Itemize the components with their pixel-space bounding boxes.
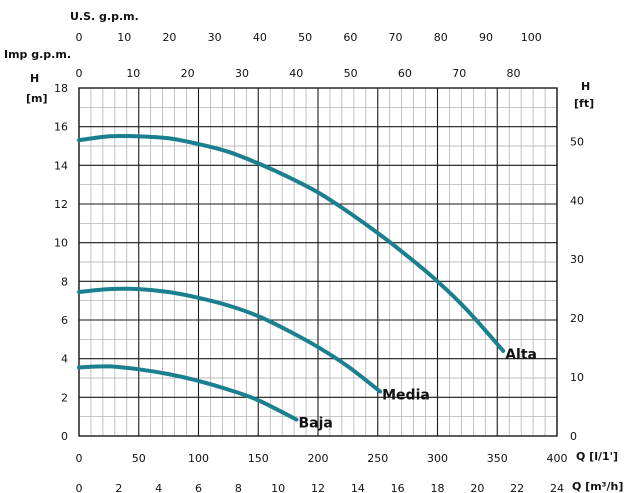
m3h-tick-label: 16 [391, 482, 405, 493]
major-gridlines [78, 87, 558, 437]
series-label-media: Media [382, 388, 430, 404]
impgpm-tick-label: 60 [398, 67, 412, 80]
right-tick-label: 10 [570, 371, 584, 384]
right-axis-label: H [581, 80, 590, 93]
usgpm-tick-label: 20 [162, 31, 176, 44]
left-tick-label: 2 [61, 391, 68, 404]
impgpm-tick-label: 50 [344, 67, 358, 80]
lmin-tick-label: 150 [248, 452, 269, 465]
left-tick-label: 6 [61, 314, 68, 327]
impgpm-tick-label: 10 [126, 67, 140, 80]
impgpm-tick-label: 80 [507, 67, 521, 80]
m3h-tick-label: 18 [431, 482, 445, 493]
m3h-axis-label: Q [m³/h] [572, 480, 623, 493]
m3h-tick-label: 6 [195, 482, 202, 493]
m3h-tick-label: 10 [271, 482, 285, 493]
m3h-tick-label: 4 [155, 482, 162, 493]
left-tick-label: 14 [54, 159, 68, 172]
plot-frame [78, 87, 558, 437]
m3h-tick-label: 22 [510, 482, 524, 493]
m3h-tick-label: 24 [550, 482, 564, 493]
usgpm-tick-label: 70 [389, 31, 403, 44]
m3h-tick-label: 0 [76, 482, 83, 493]
axis-labels: U.S. g.p.m. Imp g.p.m. H [m] H [ft] Q [l… [4, 10, 623, 493]
m3h-tick-label: 12 [311, 482, 325, 493]
left-tick-label: 4 [61, 353, 68, 366]
left-axis-unit: [m] [26, 92, 48, 105]
usgpm-tick-label: 80 [434, 31, 448, 44]
usgpm-axis-label: U.S. g.p.m. [70, 10, 139, 23]
lmin-tick-label: 50 [132, 452, 146, 465]
lmin-tick-label: 250 [367, 452, 388, 465]
usgpm-tick-label: 10 [117, 31, 131, 44]
m3h-tick-label: 8 [235, 482, 242, 493]
lmin-tick-label: 300 [427, 452, 448, 465]
right-tick-label: 0 [570, 430, 577, 443]
m3h-tick-label: 14 [351, 482, 365, 493]
left-tick-label: 18 [54, 82, 68, 95]
left-tick-label: 10 [54, 237, 68, 250]
right-tick-label: 30 [570, 253, 584, 266]
impgpm-tick-label: 20 [181, 67, 195, 80]
usgpm-tick-label: 30 [208, 31, 222, 44]
usgpm-tick-label: 100 [521, 31, 542, 44]
m3h-tick-label: 20 [470, 482, 484, 493]
left-axis-label: H [30, 72, 39, 85]
curve-alta [77, 133, 506, 353]
lmin-tick-label: 100 [188, 452, 209, 465]
usgpm-tick-label: 0 [76, 31, 83, 44]
series-label-alta: Alta [505, 347, 537, 363]
right-tick-label: 50 [570, 135, 584, 148]
usgpm-tick-label: 60 [343, 31, 357, 44]
pump-curves: Alta Media Baja [77, 133, 537, 432]
usgpm-tick-label: 90 [479, 31, 493, 44]
lmin-axis-label: Q [l/1'] [576, 450, 618, 463]
impgpm-tick-label: 0 [76, 67, 83, 80]
lmin-tick-label: 0 [76, 452, 83, 465]
left-tick-label: 8 [61, 275, 68, 288]
usgpm-tick-label: 50 [298, 31, 312, 44]
impgpm-tick-label: 40 [289, 67, 303, 80]
left-tick-label: 16 [54, 121, 68, 134]
lmin-tick-label: 200 [308, 452, 329, 465]
lmin-tick-label: 400 [547, 452, 568, 465]
series-label-baja: Baja [298, 416, 332, 432]
right-axis-unit: [ft] [574, 97, 594, 110]
right-tick-label: 40 [570, 194, 584, 207]
left-tick-label: 0 [61, 430, 68, 443]
usgpm-tick-label: 40 [253, 31, 267, 44]
left-tick-label: 12 [54, 198, 68, 211]
right-tick-label: 20 [570, 312, 584, 325]
impgpm-tick-label: 30 [235, 67, 249, 80]
curve-media [77, 286, 383, 394]
impgpm-tick-label: 70 [452, 67, 466, 80]
curve-baja [77, 364, 299, 422]
lmin-tick-label: 350 [487, 452, 508, 465]
impgpm-axis-label: Imp g.p.m. [4, 48, 71, 61]
m3h-tick-label: 2 [115, 482, 122, 493]
